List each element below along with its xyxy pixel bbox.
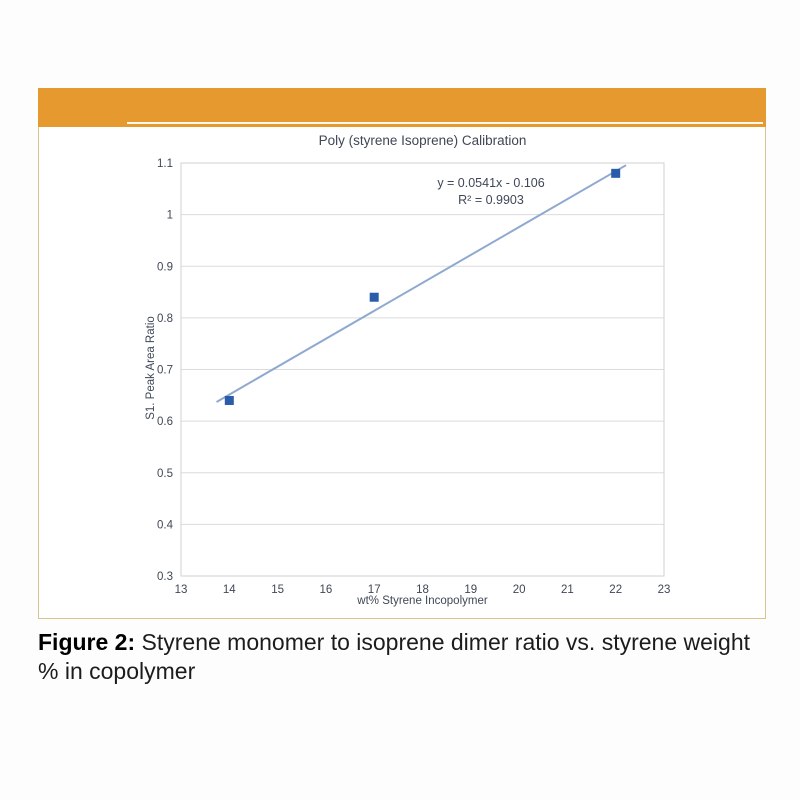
figure-caption-text: Styrene monomer to isoprene dimer ratio …	[38, 629, 751, 685]
figure-caption-label: Figure 2:	[38, 629, 136, 655]
x-tick-label: 21	[561, 584, 574, 596]
y-tick-label: 1	[167, 210, 173, 222]
figure-card: Poly (styrene Isoprene) Calibration y = …	[38, 88, 766, 620]
data-point-marker	[224, 395, 234, 405]
y-tick-label: 0.9	[157, 261, 173, 273]
y-tick-label: 0.7	[157, 365, 173, 377]
x-tick-label: 16	[320, 584, 333, 596]
x-tick-label: 14	[223, 584, 236, 596]
y-tick-label: 0.4	[157, 519, 174, 531]
equation-line: y = 0.0541x - 0.106	[437, 176, 545, 190]
y-tick-label: 0.3	[157, 571, 173, 583]
x-tick-label: 19	[464, 584, 477, 596]
figure-body: Poly (styrene Isoprene) Calibration y = …	[38, 127, 766, 619]
y-tick-label: 1.1	[157, 158, 173, 170]
trendline	[216, 164, 627, 403]
trendline-equation: y = 0.0541x - 0.106 R² = 0.9903	[371, 175, 611, 208]
r-squared-line: R² = 0.9903	[458, 192, 524, 207]
x-tick-label: 13	[175, 584, 188, 596]
x-tick-label: 17	[368, 584, 381, 596]
calibration-chart: Poly (styrene Isoprene) Calibration y = …	[39, 127, 765, 618]
plot-border	[180, 162, 665, 577]
plot-svg: 0.3 0.4 0.5 0.6 0.7 0.8 0.9 1 1.1 13 14 15 16 17 18 19 2…	[157, 158, 671, 596]
x-axis-title: wt% Styrene Incopolymer	[357, 595, 488, 607]
data-point-marker	[369, 292, 379, 302]
x-tick-label: 20	[513, 584, 526, 596]
x-tick-label: 18	[416, 584, 429, 596]
figure-caption: Figure 2: Styrene monomer to isoprene di…	[38, 628, 768, 687]
figure-header-bar	[38, 88, 766, 127]
header-underline	[127, 122, 763, 124]
y-tick-label: 0.8	[157, 313, 173, 325]
y-tick-label: 0.5	[157, 468, 173, 480]
x-tick-label: 22	[609, 584, 622, 596]
data-point-marker	[611, 168, 621, 178]
x-tick-label: 15	[271, 584, 284, 596]
x-tick-label: 23	[658, 584, 671, 596]
y-tick-label: 0.6	[157, 416, 173, 428]
chart-title: Poly (styrene Isoprene) Calibration	[318, 133, 527, 148]
